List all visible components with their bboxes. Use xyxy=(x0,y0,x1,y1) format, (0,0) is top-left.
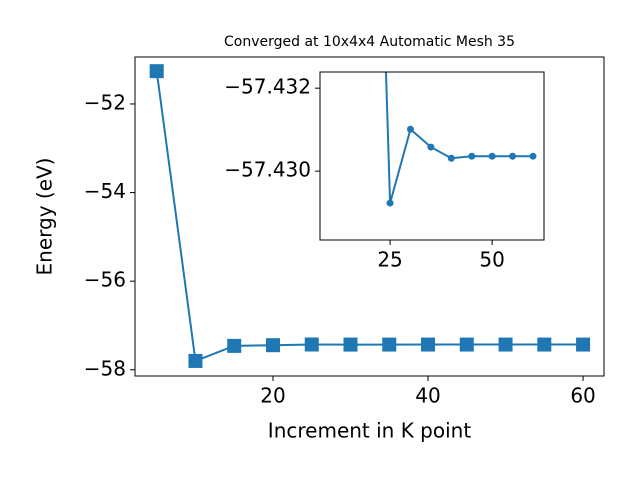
data-marker xyxy=(509,152,517,160)
data-marker xyxy=(386,199,394,207)
data-marker xyxy=(459,337,474,352)
x-tick-label: 25 xyxy=(377,248,402,272)
y-tick-label: −56 xyxy=(84,268,126,292)
data-marker xyxy=(304,337,319,352)
plot-group xyxy=(384,72,537,207)
data-marker xyxy=(406,125,414,133)
data-marker xyxy=(188,353,203,368)
x-tick-label: 40 xyxy=(415,384,440,408)
data-marker xyxy=(498,337,513,352)
x-axis-label: Increment in K point xyxy=(268,419,472,443)
axes-frame xyxy=(319,71,545,241)
y-tick-label: −58 xyxy=(84,356,126,380)
data-marker xyxy=(488,152,496,160)
data-marker xyxy=(382,337,397,352)
data-marker xyxy=(468,152,476,160)
y-axis-label: Energy (eV) xyxy=(33,158,57,276)
x-tick-label: 50 xyxy=(479,248,504,272)
data-marker xyxy=(265,338,280,353)
x-tick-label: 60 xyxy=(570,384,595,408)
data-marker xyxy=(537,337,552,352)
y-tick-label: −52 xyxy=(84,90,126,114)
x-tick-label: 20 xyxy=(260,384,285,408)
data-marker xyxy=(343,337,358,352)
chart-title: Converged at 10x4x4 Automatic Mesh 35 xyxy=(224,34,515,50)
data-marker xyxy=(447,154,455,162)
data-marker xyxy=(149,64,164,79)
y-tick-label: −57.430 xyxy=(224,158,311,182)
axes-frame xyxy=(134,56,605,377)
y-tick-label: −54 xyxy=(84,179,126,203)
data-marker xyxy=(427,143,435,151)
data-marker xyxy=(576,337,591,352)
data-marker xyxy=(227,338,242,353)
plot-group xyxy=(149,64,591,368)
data-marker xyxy=(421,337,436,352)
data-marker xyxy=(529,152,537,160)
y-tick-label: −57.432 xyxy=(224,75,311,99)
